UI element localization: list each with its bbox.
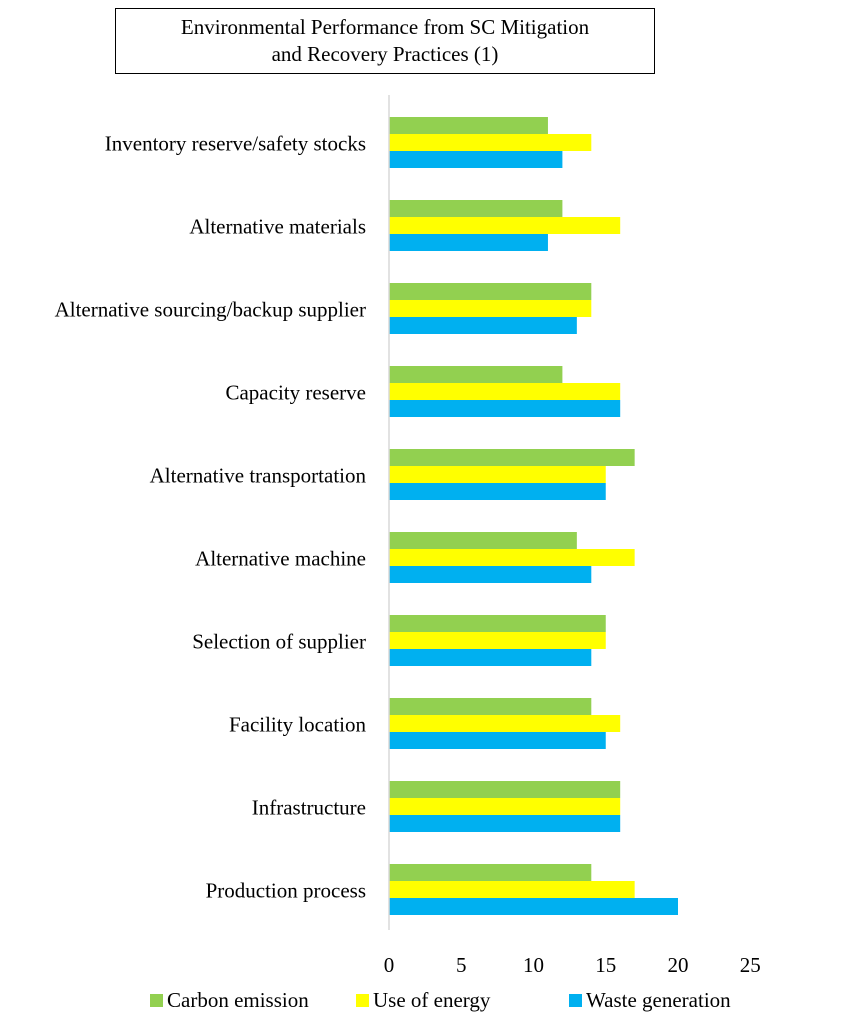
bar-carbon-emission: [389, 615, 606, 632]
bar-use-of-energy: [389, 632, 606, 649]
category-label: Selection of supplier: [192, 630, 366, 654]
bar-waste-generation: [389, 234, 548, 251]
legend: Carbon emission Use of energy Waste genera…: [0, 988, 858, 1016]
bar-carbon-emission: [389, 449, 635, 466]
bar-use-of-energy: [389, 798, 621, 815]
category-label: Alternative sourcing/backup supplier: [55, 298, 366, 322]
bar-chart-plot: Inventory reserve/safety stocks Alternati…: [55, 95, 761, 977]
x-tick-labels-layer: 0 5 10 15 20 25: [384, 953, 761, 977]
bar-carbon-emission: [389, 117, 548, 134]
bar-waste-generation: [389, 732, 606, 749]
bar-waste-generation: [389, 898, 678, 915]
category-label: Facility location: [229, 713, 367, 737]
category-label: Inventory reserve/safety stocks: [105, 132, 366, 156]
bar-use-of-energy: [389, 300, 592, 317]
category-label: Alternative transportation: [150, 464, 367, 488]
bar-carbon-emission: [389, 781, 621, 798]
category-label: Alternative materials: [189, 215, 366, 239]
legend-swatch: [569, 994, 582, 1007]
bar-use-of-energy: [389, 466, 606, 483]
bar-waste-generation: [389, 151, 563, 168]
bar-use-of-energy: [389, 881, 635, 898]
category-label: Capacity reserve: [225, 381, 366, 405]
category-labels-layer: Inventory reserve/safety stocks Alternati…: [55, 132, 367, 903]
bar-carbon-emission: [389, 698, 592, 715]
legend-swatch: [150, 994, 163, 1007]
bar-use-of-energy: [389, 134, 592, 151]
bar-waste-generation: [389, 566, 592, 583]
category-label: Alternative machine: [195, 547, 366, 571]
bar-carbon-emission: [389, 532, 577, 549]
bar-use-of-energy: [389, 217, 621, 234]
x-tick-label: 0: [384, 953, 395, 977]
legend-item-waste-generation: Waste generation: [569, 988, 731, 1013]
bars-layer: [389, 117, 678, 915]
chart-title-line-1: Environmental Performance from SC Mitiga…: [180, 15, 590, 39]
bar-waste-generation: [389, 649, 592, 666]
bar-waste-generation: [389, 815, 621, 832]
legend-label: Use of energy: [373, 988, 491, 1012]
chart-title-line-2: and Recovery Practices (1): [271, 42, 499, 66]
category-label: Infrastructure: [252, 796, 366, 820]
x-tick-label: 10: [523, 953, 544, 977]
bar-carbon-emission: [389, 864, 592, 881]
x-tick-label: 20: [668, 953, 689, 977]
x-tick-label: 15: [595, 953, 616, 977]
x-tick-label: 25: [740, 953, 761, 977]
x-tick-label: 5: [456, 953, 467, 977]
bar-use-of-energy: [389, 383, 621, 400]
bar-carbon-emission: [389, 283, 592, 300]
legend-item-use-of-energy: Use of energy: [356, 988, 490, 1013]
category-label: Production process: [206, 879, 366, 903]
bar-carbon-emission: [389, 366, 563, 383]
legend-item-carbon-emission: Carbon emission: [150, 988, 309, 1013]
bar-waste-generation: [389, 400, 621, 417]
legend-swatch: [356, 994, 369, 1007]
bar-waste-generation: [389, 483, 606, 500]
chart-title-box: Environmental Performance from SC Mitiga…: [115, 8, 655, 74]
bar-use-of-energy: [389, 715, 621, 732]
bar-waste-generation: [389, 317, 577, 334]
bar-carbon-emission: [389, 200, 563, 217]
legend-label: Carbon emission: [167, 988, 309, 1012]
bar-use-of-energy: [389, 549, 635, 566]
legend-label: Waste generation: [586, 988, 731, 1012]
